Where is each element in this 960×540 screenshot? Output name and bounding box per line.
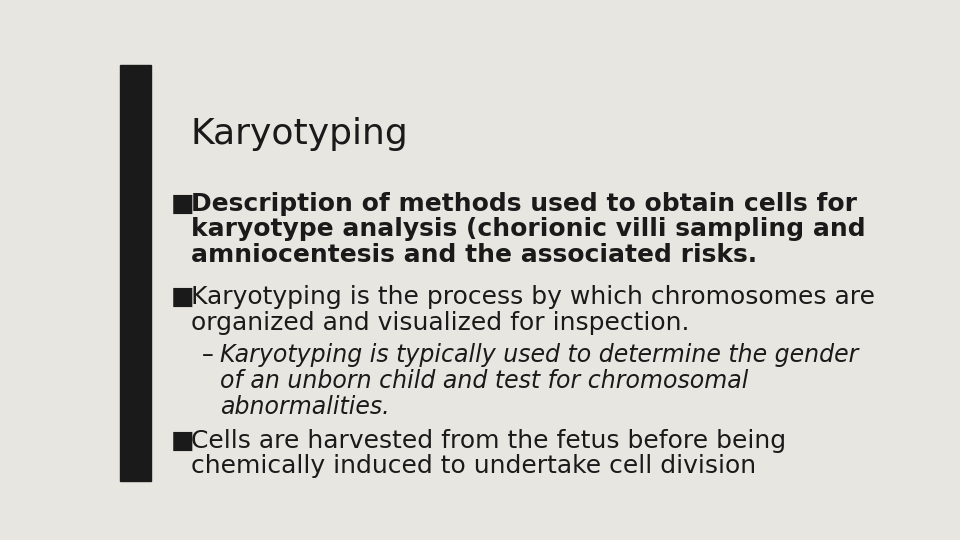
Bar — [120, 65, 152, 481]
Text: Karyotyping is typically used to determine the gender: Karyotyping is typically used to determi… — [221, 343, 859, 367]
Text: Karyotyping is the process by which chromosomes are: Karyotyping is the process by which chro… — [191, 285, 875, 309]
Text: ■: ■ — [171, 285, 194, 309]
Text: chemically induced to undertake cell division: chemically induced to undertake cell div… — [191, 454, 756, 478]
Text: Description of methods used to obtain cells for: Description of methods used to obtain ce… — [191, 192, 856, 215]
Text: amniocentesis and the associated risks.: amniocentesis and the associated risks. — [191, 243, 756, 267]
Text: organized and visualized for inspection.: organized and visualized for inspection. — [191, 311, 689, 335]
Text: karyotype analysis (chorionic villi sampling and: karyotype analysis (chorionic villi samp… — [191, 218, 865, 241]
Text: of an unborn child and test for chromosomal: of an unborn child and test for chromoso… — [221, 369, 749, 393]
Text: –: – — [202, 343, 213, 367]
Text: ■: ■ — [171, 192, 194, 215]
Text: Cells are harvested from the fetus before being: Cells are harvested from the fetus befor… — [191, 429, 786, 453]
Text: abnormalities.: abnormalities. — [221, 395, 390, 419]
Text: ■: ■ — [171, 429, 194, 453]
Text: Karyotyping: Karyotyping — [191, 117, 408, 151]
